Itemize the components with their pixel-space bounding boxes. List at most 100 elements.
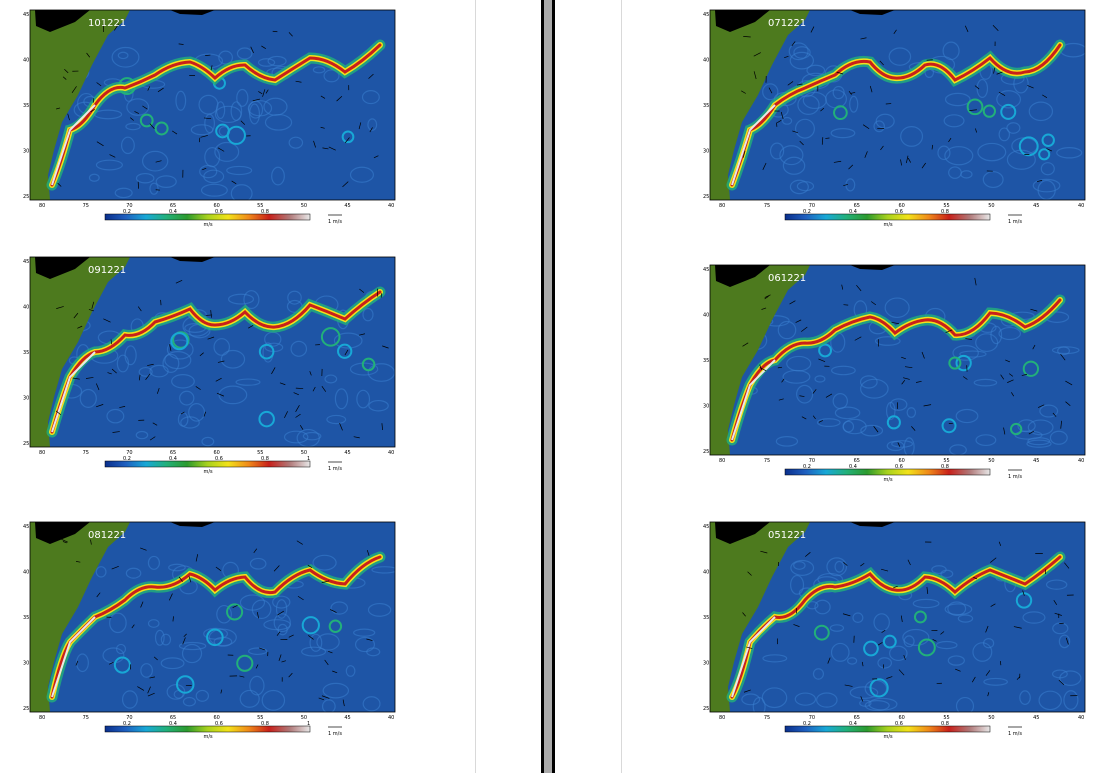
- lat-tick-label: 35: [703, 103, 709, 109]
- speed-colorbar: [104, 213, 311, 221]
- lon-tick-label: 60: [214, 450, 220, 456]
- colorbar-tick-label: 0.4: [169, 456, 177, 462]
- northern-coast: [35, 257, 90, 279]
- lon-tick-label: 60: [899, 203, 905, 209]
- map-date-label: 081221: [88, 530, 126, 541]
- colorbar-tick-label: 0.4: [169, 721, 177, 727]
- lon-tick-label: 55: [943, 203, 949, 209]
- lon-tick-label: 75: [764, 203, 770, 209]
- lat-tick-label: 25: [23, 194, 29, 200]
- lon-tick-label: 70: [809, 203, 815, 209]
- colorbar-unit: m/s: [884, 222, 894, 228]
- lon-tick-label: 80: [39, 203, 45, 209]
- colorbar-unit: m/s: [884, 734, 894, 740]
- land-mass: [710, 522, 810, 712]
- colorbar-tick-label: 0.6: [895, 464, 903, 470]
- colorbar-tick-label: 0.8: [261, 456, 269, 462]
- map-date-label: 091221: [88, 265, 126, 276]
- map-panel-091221: 091221 45 40 35 30 25 80 75 70 65 60 55 50 45 40 0.2 0.4…: [22, 256, 397, 489]
- lon-tick-label: 45: [344, 203, 350, 209]
- colorbar-tick-label: 0.8: [941, 721, 949, 727]
- lat-tick-label: 45: [23, 259, 29, 265]
- lon-tick-label: 40: [388, 203, 394, 209]
- colorbar-tick-label: 0.2: [123, 721, 131, 727]
- lon-tick-label: 70: [809, 715, 815, 721]
- land-mass: [710, 265, 810, 455]
- land-mass: [710, 10, 810, 200]
- colorbar-tick-label: 0.8: [261, 209, 269, 215]
- lon-tick-label: 80: [719, 458, 725, 464]
- lat-tick-label: 40: [23, 58, 29, 64]
- lon-tick-label: 80: [719, 715, 725, 721]
- vector-scale-label: 1 m/s: [328, 466, 342, 472]
- lon-tick-label: 65: [170, 715, 176, 721]
- colorbar-unit: m/s: [204, 734, 214, 740]
- lat-tick-label: 30: [23, 661, 29, 667]
- lat-tick-label: 25: [23, 441, 29, 447]
- northern-coast: [35, 10, 90, 32]
- lat-tick-label: 45: [23, 12, 29, 18]
- colorbar-tick-label: 0.4: [849, 721, 857, 727]
- lon-tick-label: 60: [214, 203, 220, 209]
- lat-tick-label: 25: [703, 194, 709, 200]
- vector-scale-label: 1 m/s: [1008, 219, 1022, 225]
- lon-tick-label: 75: [764, 715, 770, 721]
- lon-tick-label: 65: [170, 450, 176, 456]
- land-mass: [30, 522, 130, 712]
- lat-tick-label: 45: [703, 12, 709, 18]
- lon-tick-label: 50: [301, 203, 307, 209]
- map-date-label: 051221: [768, 530, 806, 541]
- lat-tick-label: 45: [703, 524, 709, 530]
- lat-tick-label: 30: [703, 404, 709, 410]
- lat-tick-label: 40: [703, 570, 709, 576]
- lon-tick-label: 60: [899, 715, 905, 721]
- speed-colorbar: [104, 725, 311, 733]
- land-mass: [30, 10, 130, 200]
- lon-tick-label: 50: [988, 715, 994, 721]
- colorbar-tick-label: 0.6: [215, 721, 223, 727]
- lon-tick-label: 40: [1078, 715, 1084, 721]
- lon-tick-label: 40: [388, 450, 394, 456]
- vector-scale-label: 1 m/s: [328, 219, 342, 225]
- lon-tick-label: 45: [1033, 715, 1039, 721]
- colorbar-tick-label: 0.8: [261, 721, 269, 727]
- colorbar-tick-label: 0.6: [215, 209, 223, 215]
- page-divider: [541, 0, 555, 773]
- vector-scale-label: 1 m/s: [1008, 731, 1022, 737]
- lat-tick-label: 35: [23, 103, 29, 109]
- lon-tick-label: 70: [126, 203, 132, 209]
- colorbar-unit: m/s: [204, 469, 214, 475]
- lat-tick-label: 30: [703, 661, 709, 667]
- colorbar-tick-label: 0.6: [895, 721, 903, 727]
- map-panel-061221: 061221 45 40 35 30 25 80 75 70 65 60 55 50 45 40 0.2 0.4…: [702, 264, 1087, 505]
- lon-tick-label: 55: [257, 203, 263, 209]
- colorbar-unit: m/s: [204, 222, 214, 228]
- colorbar-tick-label: 0.2: [803, 464, 811, 470]
- lon-tick-label: 50: [301, 450, 307, 456]
- lon-tick-label: 80: [719, 203, 725, 209]
- speed-colorbar: [104, 460, 311, 468]
- map-date-label: 071221: [768, 18, 806, 29]
- vector-scale-label: 1 m/s: [328, 731, 342, 737]
- lon-tick-label: 75: [83, 450, 89, 456]
- lon-tick-label: 65: [854, 715, 860, 721]
- lat-tick-label: 25: [23, 706, 29, 712]
- map-panel-051221: 051221 45 40 35 30 25 80 75 70 65 60 55 50 45 40 0.2 0.4…: [702, 521, 1087, 762]
- colorbar-tick-label: 0.6: [895, 209, 903, 215]
- colorbar-tick-label: 1: [307, 721, 310, 727]
- map-date-label: 061221: [768, 273, 806, 284]
- lon-tick-label: 55: [257, 450, 263, 456]
- lat-tick-label: 30: [23, 149, 29, 155]
- vector-scale-label: 1 m/s: [1008, 474, 1022, 480]
- lon-tick-label: 40: [1078, 203, 1084, 209]
- lon-tick-label: 45: [1033, 458, 1039, 464]
- colorbar-tick-label: 0.2: [803, 209, 811, 215]
- map-date-label: 101221: [88, 18, 126, 29]
- gulf-stream-jet: [730, 298, 1062, 442]
- map-panel-101221: 101221 45 40 35 30 25 80 75 70 65 60 55 50 45 40 0.2 0.4…: [22, 9, 397, 242]
- lon-tick-label: 75: [764, 458, 770, 464]
- lat-tick-label: 40: [23, 570, 29, 576]
- lon-tick-label: 70: [126, 715, 132, 721]
- lat-tick-label: 35: [703, 358, 709, 364]
- speed-colorbar: [784, 213, 991, 221]
